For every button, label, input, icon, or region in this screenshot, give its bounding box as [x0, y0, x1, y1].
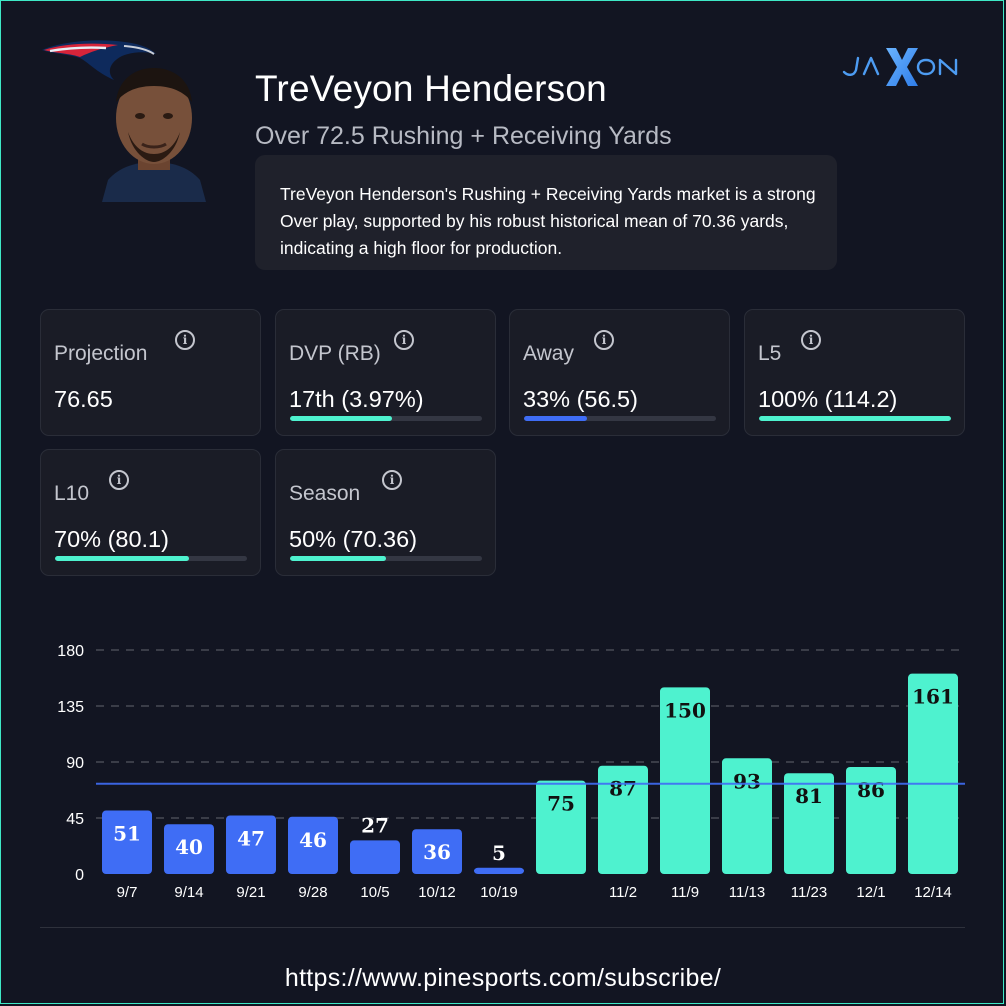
- progress-track: [290, 416, 482, 421]
- bar-value-label: 86: [857, 778, 885, 802]
- game-log-bar-chart: 0 45 90 135 180 51 9/7 40 9/14 47 9/21 46 9/28 27 10/5…: [57, 643, 965, 901]
- market-line: Over 72.5 Rushing + Receiving Yards: [255, 122, 672, 150]
- subscribe-link[interactable]: https://www.pinesports.com/subscribe/: [284, 964, 722, 992]
- progress-track: [759, 416, 951, 421]
- y-tick-label: 180: [57, 643, 84, 660]
- bar-value-label: 47: [237, 827, 265, 851]
- bar-value-label: 51: [113, 822, 141, 846]
- bar-value-label: 161: [912, 685, 954, 709]
- bar: [164, 824, 214, 874]
- x-tick-label: 10/12: [418, 884, 456, 901]
- summary-text: TreVeyon Henderson's Rushing + Receiving…: [255, 155, 837, 270]
- x-tick-label: 12/14: [914, 884, 952, 901]
- info-icon[interactable]: i: [382, 470, 402, 490]
- stat-label: Projection: [54, 342, 148, 365]
- x-tick-label: 9/7: [117, 884, 138, 901]
- bar-value-label: 5: [492, 841, 506, 865]
- bar: [722, 758, 772, 874]
- info-icon[interactable]: i: [594, 330, 614, 350]
- bar-value-label: 46: [299, 828, 327, 852]
- stat-value: 100% (114.2): [758, 386, 898, 412]
- x-tick-label: 9/14: [174, 884, 203, 901]
- y-tick-label: 135: [57, 699, 84, 716]
- bar-value-label: 40: [175, 835, 203, 859]
- bar-value-label: 36: [423, 840, 451, 864]
- info-icon[interactable]: i: [801, 330, 821, 350]
- stat-card-dvp: DVP (RB) i 17th (3.97%): [275, 309, 496, 436]
- y-tick-label: 90: [66, 755, 84, 772]
- x-tick-label: 11/23: [791, 884, 827, 901]
- bar: [908, 673, 958, 874]
- bar: [102, 810, 152, 874]
- x-tick-label: 10/19: [480, 884, 518, 901]
- stat-card-l5: L5 i 100% (114.2): [744, 309, 965, 436]
- stat-label: Away: [523, 342, 574, 365]
- stat-card-season: Season i 50% (70.36): [275, 449, 496, 576]
- footer-divider: [40, 927, 965, 928]
- progress-fill: [290, 556, 386, 561]
- bar: [350, 840, 400, 874]
- progress-fill: [55, 556, 190, 561]
- info-icon[interactable]: i: [175, 330, 195, 350]
- bar-value-label: 150: [664, 698, 706, 722]
- bar-value-label: 81: [795, 784, 823, 808]
- x-tick-label: 11/13: [729, 884, 765, 901]
- x-tick-label: 11/9: [671, 884, 699, 901]
- stat-value: 17th (3.97%): [289, 386, 424, 412]
- bar: [660, 687, 710, 874]
- bar: [846, 766, 896, 874]
- stat-label: Season: [289, 482, 361, 505]
- team-logo-icon: [42, 40, 156, 80]
- x-tick-label: 9/28: [298, 884, 327, 901]
- bar: [474, 867, 524, 874]
- x-tick-label: 10/5: [360, 884, 389, 901]
- bar: [784, 773, 834, 874]
- progress-track: [524, 416, 716, 421]
- info-icon[interactable]: i: [109, 470, 129, 490]
- player-name: TreVeyon Henderson: [255, 68, 607, 109]
- bar: [226, 815, 276, 874]
- x-tick-label: 12/1: [856, 884, 885, 901]
- stat-card-away: Away i 33% (56.5): [509, 309, 730, 436]
- bar-value-label: 75: [547, 792, 575, 816]
- bar: [412, 829, 462, 874]
- bar-value-label: 27: [361, 813, 389, 837]
- x-tick-label: 9/21: [236, 884, 265, 901]
- bar-value-label: 87: [609, 777, 637, 801]
- bar: [598, 765, 648, 874]
- y-tick-label: 0: [75, 867, 84, 884]
- progress-track: [55, 556, 247, 561]
- stat-card-projection: Projection i 76.65: [40, 309, 261, 436]
- stat-value: 33% (56.5): [523, 386, 638, 412]
- stat-label: L5: [758, 342, 782, 365]
- bar: [288, 816, 338, 874]
- progress-track: [290, 556, 482, 561]
- stat-value: 50% (70.36): [289, 526, 418, 552]
- x-tick-label: 11/2: [609, 884, 637, 901]
- stat-label: DVP (RB): [289, 342, 381, 365]
- stat-card-l10: L10 i 70% (80.1): [40, 449, 261, 576]
- player-avatar: [102, 68, 206, 202]
- jaxon-logo-icon: [842, 48, 958, 86]
- bar-value-label: 93: [733, 769, 761, 793]
- stat-value: 70% (80.1): [54, 526, 169, 552]
- progress-fill: [524, 416, 588, 421]
- bar: [536, 780, 586, 874]
- info-icon[interactable]: i: [394, 330, 414, 350]
- y-tick-label: 45: [66, 811, 84, 828]
- stat-value: 76.65: [54, 386, 113, 412]
- progress-fill: [290, 416, 392, 421]
- stat-label: L10: [54, 482, 90, 505]
- progress-fill: [759, 416, 951, 421]
